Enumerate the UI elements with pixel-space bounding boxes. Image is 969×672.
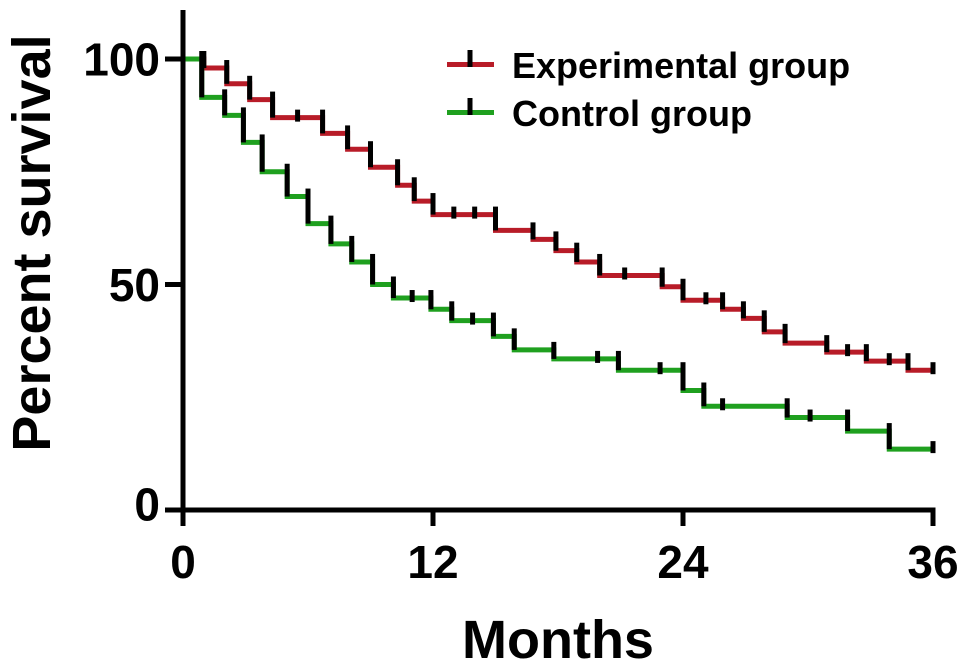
y-tick-label-100: 100 <box>83 34 160 86</box>
legend-label-experimental: Experimental group <box>512 45 850 86</box>
series-layer <box>183 51 936 454</box>
legend-entry-experimental: Experimental group <box>447 45 850 86</box>
experimental-group-censor-ticks <box>201 51 936 375</box>
x-tick-label-12: 12 <box>407 536 458 588</box>
x-tick-label-24: 24 <box>657 536 709 588</box>
experimental-group-curve <box>183 56 933 373</box>
x-axis-title: Months <box>462 610 654 670</box>
control-group-censor-ticks <box>199 51 936 454</box>
x-tick-label-0: 0 <box>170 536 196 588</box>
legend-entry-control: Control group <box>447 93 752 134</box>
y-axis-title: Percent survival <box>2 34 62 451</box>
x-tick-label-36: 36 <box>907 536 958 588</box>
y-tick-label-50: 50 <box>109 259 160 311</box>
y-axis: 100 50 0 Percent survival <box>2 10 186 531</box>
y-tick-label-0: 0 <box>134 479 160 531</box>
legend-label-control: Control group <box>512 93 752 134</box>
legend: Experimental group Control group <box>447 45 850 134</box>
x-axis: 0 12 24 36 Months <box>170 507 959 670</box>
